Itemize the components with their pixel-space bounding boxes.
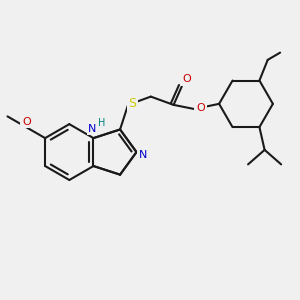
Text: N: N bbox=[139, 150, 147, 160]
Text: H: H bbox=[98, 118, 106, 128]
Text: O: O bbox=[196, 103, 205, 113]
Text: O: O bbox=[183, 74, 191, 84]
Text: O: O bbox=[22, 117, 31, 127]
Text: S: S bbox=[128, 97, 136, 110]
Text: N: N bbox=[88, 124, 97, 134]
